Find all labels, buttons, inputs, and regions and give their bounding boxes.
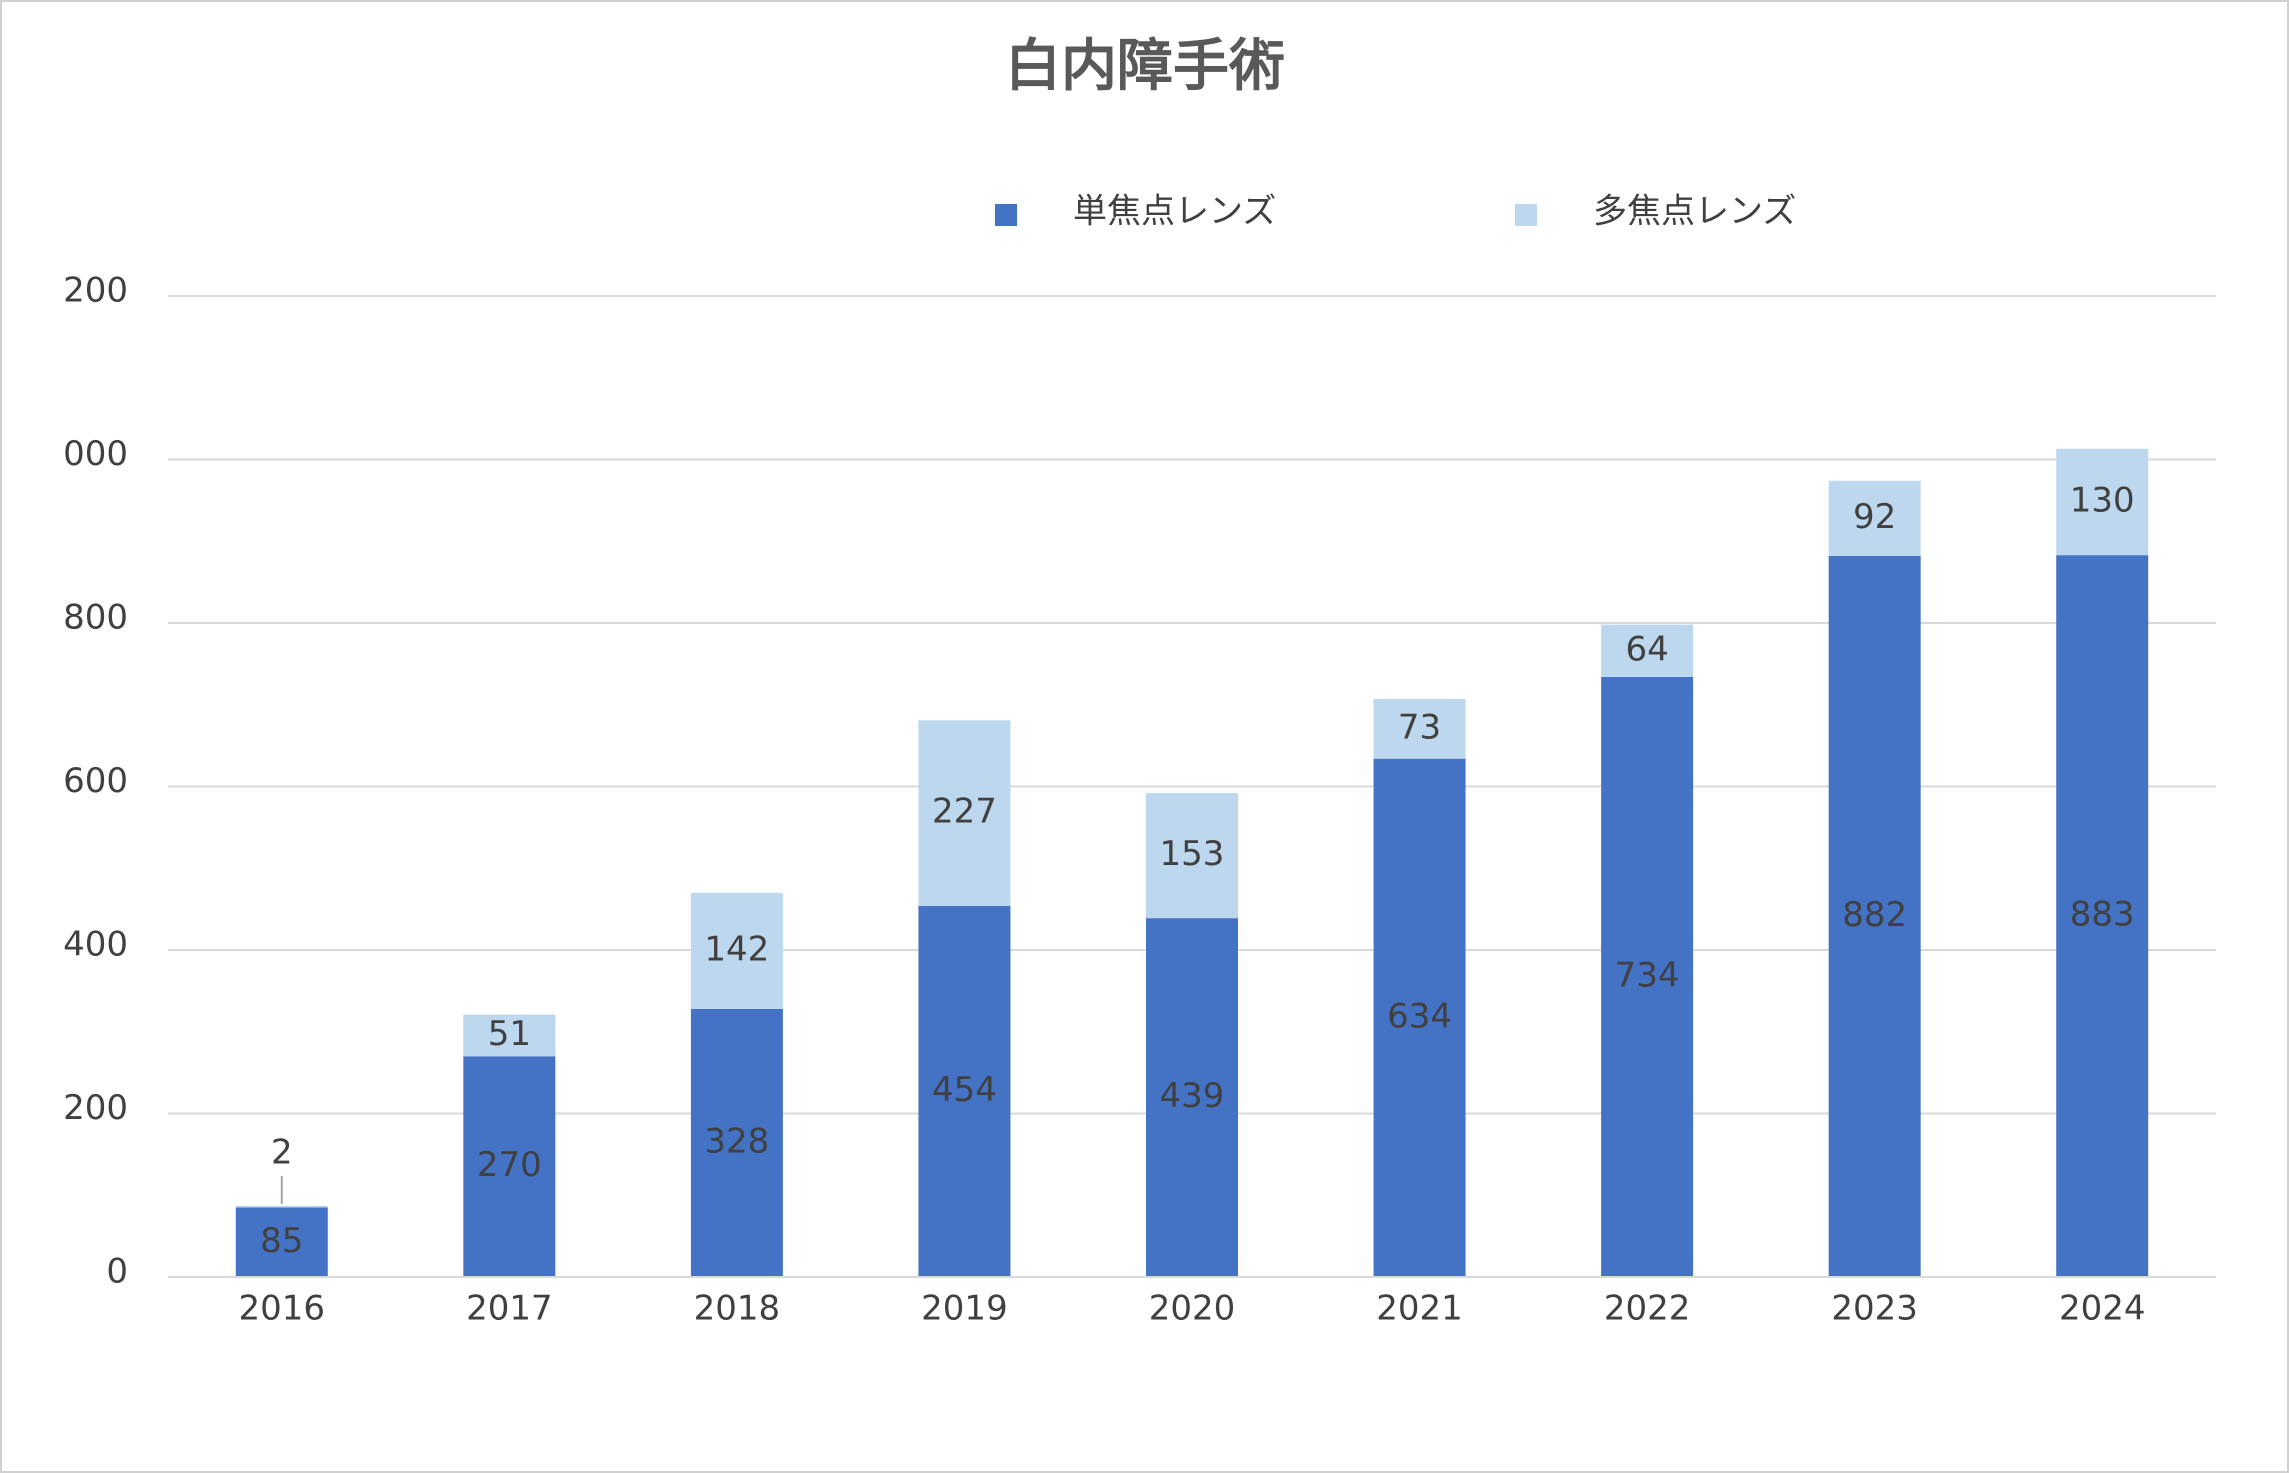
bar-segment (690, 1008, 783, 1277)
y-tick-label: 400 (63, 925, 128, 965)
bar-segment (235, 1205, 328, 1208)
x-tick-label: 2020 (1149, 1289, 1236, 1329)
data-label: 51 (488, 1014, 531, 1054)
data-label: 85 (260, 1221, 303, 1261)
x-tick-label: 2023 (1831, 1289, 1918, 1329)
bar-segment (2056, 448, 2149, 556)
bar-segment (1601, 676, 1694, 1277)
data-label: 454 (932, 1070, 997, 1110)
legend-swatch (1515, 204, 1537, 226)
bar-segment (1601, 624, 1694, 677)
x-tick-label: 2022 (1604, 1289, 1691, 1329)
data-label: 227 (932, 792, 997, 832)
data-label: 130 (2070, 481, 2135, 521)
bar-segment (1146, 918, 1238, 1277)
data-label: 883 (2070, 895, 2135, 935)
x-tick-label: 2016 (239, 1289, 326, 1329)
bar-segment (1373, 699, 1466, 759)
bar-segment (2056, 555, 2149, 1277)
data-label: 634 (1387, 996, 1452, 1036)
data-label: 270 (477, 1145, 542, 1185)
x-tick-label: 2021 (1376, 1289, 1463, 1329)
data-label: 92 (1853, 497, 1896, 537)
bar-segment (918, 905, 1011, 1277)
y-tick-label: 000 (63, 434, 128, 474)
data-label: 734 (1615, 955, 1680, 995)
y-tick-label: 800 (63, 598, 128, 638)
data-label: 73 (1398, 707, 1441, 747)
bar-segment (463, 1056, 556, 1277)
x-tick-label: 2024 (2059, 1289, 2146, 1329)
bar-segment (1828, 555, 1921, 1277)
bar-segment (690, 892, 783, 1009)
y-tick-label: 600 (63, 761, 128, 801)
legend-swatch (995, 204, 1017, 226)
bar-segment (918, 720, 1011, 906)
x-tick-label: 2018 (694, 1289, 781, 1329)
data-label: 142 (704, 929, 769, 969)
data-label: 2 (271, 1132, 293, 1172)
y-tick-label: 200 (63, 271, 128, 311)
bar-segment (235, 1207, 328, 1277)
data-label: 882 (1842, 895, 1907, 935)
x-tick-label: 2019 (921, 1289, 1008, 1329)
data-label: 439 (1160, 1076, 1225, 1116)
legend-label: 単焦点レンズ (1073, 192, 1276, 232)
legend-label: 多焦点レンズ (1593, 192, 1796, 232)
y-tick-label: 0 (106, 1252, 128, 1292)
bar-segment (463, 1014, 556, 1057)
chart-title: 白内障手術 (1005, 34, 1285, 99)
bar-segment (1146, 793, 1238, 919)
bar-segment (1373, 758, 1466, 1277)
data-label: 328 (704, 1121, 769, 1161)
y-tick-label: 200 (63, 1088, 128, 1128)
data-label: 153 (1160, 834, 1225, 874)
data-label: 64 (1625, 629, 1668, 669)
x-tick-label: 2017 (466, 1289, 553, 1329)
bar-segment (1828, 480, 1921, 556)
